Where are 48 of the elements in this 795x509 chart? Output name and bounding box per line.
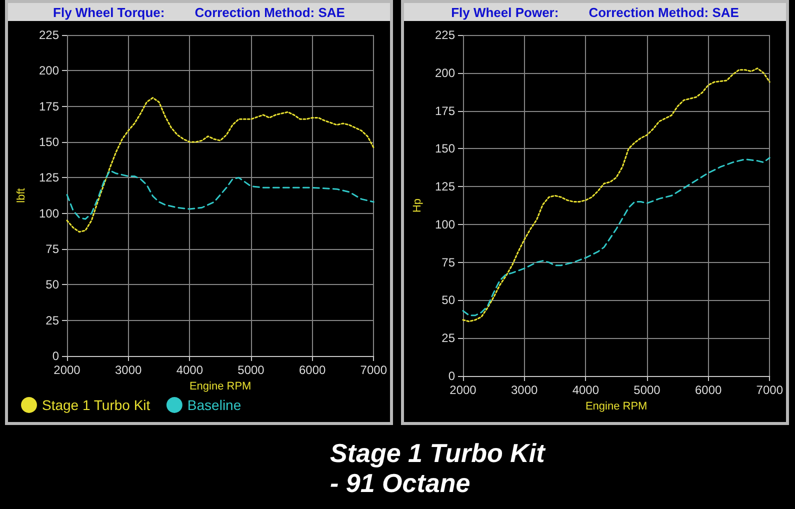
line-series bbox=[462, 68, 770, 322]
y-axis-title: Hp bbox=[412, 198, 424, 213]
y-axis-title: lbft bbox=[16, 188, 28, 203]
x-tick-label: 5000 bbox=[238, 363, 265, 377]
line-series bbox=[66, 97, 374, 233]
x-tick-label: 6000 bbox=[298, 363, 326, 377]
y-tick-label: 100 bbox=[38, 206, 60, 220]
y-tick-label: 225 bbox=[434, 28, 456, 42]
chart-subtitle: Correction Method: SAE bbox=[194, 4, 345, 20]
x-axis-title: Engine RPM bbox=[585, 400, 648, 412]
x-tick-label: 5000 bbox=[634, 383, 661, 397]
y-tick-label: 25 bbox=[46, 313, 60, 328]
text: Stage 1 Turbo Kit bbox=[330, 438, 545, 468]
y-tick-label: 200 bbox=[38, 64, 60, 78]
legend-label: Baseline bbox=[187, 397, 242, 413]
chart-title: Fly Wheel Torque: bbox=[53, 4, 165, 20]
y-tick-label: 150 bbox=[434, 142, 456, 156]
x-tick-label: 7000 bbox=[756, 383, 784, 397]
x-tick-label: 6000 bbox=[694, 383, 722, 397]
line-series bbox=[66, 170, 374, 220]
chart-title: Fly Wheel Power: bbox=[451, 4, 559, 20]
x-tick-label: 4000 bbox=[176, 363, 204, 377]
y-tick-label: 0 bbox=[448, 369, 456, 383]
y-tick-label: 100 bbox=[434, 217, 456, 232]
y-tick-label: 175 bbox=[434, 104, 456, 118]
y-tick-label: 200 bbox=[434, 66, 456, 80]
y-tick-label: 175 bbox=[38, 99, 60, 114]
x-tick-label: 2000 bbox=[450, 383, 477, 397]
x-tick-label: 3000 bbox=[510, 383, 538, 397]
chart-subtitle: Correction Method: SAE bbox=[588, 4, 739, 20]
line-series bbox=[462, 157, 770, 316]
y-tick-label: 50 bbox=[46, 278, 60, 292]
y-tick-label: 75 bbox=[442, 255, 456, 270]
y-tick-label: 75 bbox=[46, 242, 60, 256]
x-axis-title: Engine RPM bbox=[189, 380, 252, 392]
y-tick-label: 125 bbox=[434, 180, 456, 194]
x-tick-label: 2000 bbox=[54, 363, 81, 377]
y-tick-label: 150 bbox=[38, 135, 60, 149]
x-tick-label: 7000 bbox=[360, 363, 388, 377]
x-tick-label: 3000 bbox=[114, 363, 142, 377]
x-tick-label: 4000 bbox=[572, 383, 600, 397]
legend-label: Stage 1 Turbo Kit bbox=[42, 397, 150, 413]
y-tick-label: 25 bbox=[442, 331, 456, 346]
y-tick-label: 125 bbox=[38, 170, 60, 185]
y-tick-label: 0 bbox=[52, 349, 60, 363]
y-tick-label: 50 bbox=[442, 293, 456, 308]
text: - 91 Octane bbox=[330, 468, 472, 498]
y-tick-label: 225 bbox=[38, 28, 60, 42]
